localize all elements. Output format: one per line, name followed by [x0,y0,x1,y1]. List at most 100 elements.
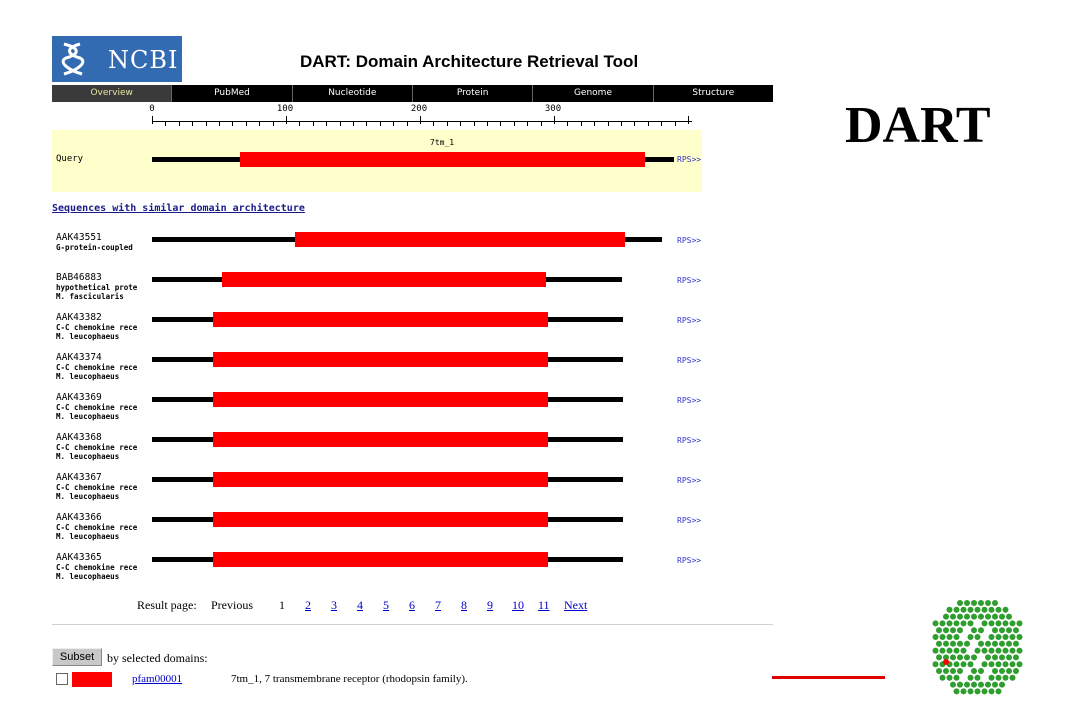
logo-dot [971,640,977,647]
domain-bar[interactable] [213,392,548,407]
sequence-label: AAK43551 G-protein-coupled [56,232,133,253]
rps-link[interactable]: RPS>> [677,276,702,285]
logo-dot [943,640,949,647]
domain-checkbox[interactable] [56,673,68,685]
logo-dot [943,654,949,661]
logo-dot [964,681,970,688]
nav-pubmed[interactable]: PubMed [171,85,291,102]
rps-link[interactable]: RPS>> [677,516,702,525]
divider [52,624,773,625]
sequence-accession-link[interactable]: AAK43551 [56,232,102,243]
pager-page-link[interactable]: 9 [487,598,493,612]
pager-page-link[interactable]: 6 [409,598,415,612]
pager-page-link[interactable]: 7 [435,598,441,612]
domain-bar[interactable] [213,472,548,487]
pager-page-link[interactable]: 5 [383,598,389,612]
logo-dot [946,647,953,654]
pager-next[interactable]: Next [564,598,588,612]
query-domain-bar[interactable] [240,152,645,167]
sequence-accession-link[interactable]: AAK43366 [56,512,102,523]
sequence-accession-link[interactable]: AAK43369 [56,392,102,403]
query-rps-link[interactable]: RPS>> [677,155,702,164]
nav-genome[interactable]: Genome [532,85,652,102]
logo-dot [1013,627,1019,634]
ruler-tick [433,121,435,126]
logo-dot [953,620,960,627]
sequence-accession-link[interactable]: AAK43367 [56,472,102,483]
logo-dot [946,606,953,613]
logo-dot [967,606,974,613]
pager-page-link[interactable]: 10 [512,598,524,612]
pager-page-link[interactable]: 4 [357,598,363,612]
rps-link[interactable]: RPS>> [677,436,702,445]
ruler-tick [607,121,609,126]
rps-link[interactable]: RPS>> [677,316,702,325]
nav-nucleotide[interactable]: Nucleotide [291,85,412,102]
pager-page-link[interactable]: 3 [331,598,337,612]
ruler-tick [205,121,207,126]
logo-dot [943,627,949,634]
logo-dot [960,620,967,627]
sequence-description: C-C chemokine rece [56,563,138,572]
sequence-accession-link[interactable]: AAK43365 [56,552,102,563]
logo-dot [967,674,974,681]
domain-bar[interactable] [213,352,548,367]
ruler-tick [178,121,180,126]
nav-structure[interactable]: Structure [652,85,773,102]
rps-link[interactable]: RPS>> [677,356,702,365]
nav-overview[interactable]: Overview [52,85,172,102]
pfam-domain-link[interactable]: pfam00001 [132,673,183,685]
ruler-tick [540,121,542,126]
logo-dot [957,640,963,647]
domain-bar[interactable] [213,552,548,567]
sequence-accession-link[interactable]: AAK43382 [56,312,102,323]
logo-dot [939,647,946,654]
logo-dot [995,606,1002,613]
rps-link[interactable]: RPS>> [677,396,702,405]
pager-previous: Previous [211,598,253,612]
pager-page-link[interactable]: 2 [305,598,311,612]
sequence-organism: M. leucophaeus [56,532,120,541]
logo-dot [978,600,984,606]
sequence-accession-link[interactable]: BAB46883 [56,272,102,283]
domain-bar[interactable] [213,512,548,527]
logo-dot [988,634,995,640]
ruler-tick [245,121,247,126]
ruler-tick [286,116,287,124]
logo-dot [995,620,1002,627]
logo-dot [957,613,963,620]
logo-dot [981,674,988,681]
domain-bar[interactable] [222,272,546,287]
domain-bar[interactable] [295,232,625,247]
logo-dot [964,600,970,606]
pager-current-page: 1 [279,598,285,612]
pager-page-link[interactable]: 8 [461,598,467,612]
logo-dot [971,668,977,674]
domain-bar[interactable] [213,312,548,327]
ruler-line [152,121,692,122]
logo-dot [1002,606,1009,613]
sequence-accession-link[interactable]: AAK43374 [56,352,102,363]
nav-protein[interactable]: Protein [411,85,532,102]
logo-dot [953,661,960,668]
rps-link[interactable]: RPS>> [677,236,702,245]
logo-dot [964,640,970,647]
subset-button[interactable]: Subset [52,648,102,666]
similar-architecture-link[interactable]: Sequences with similar domain architectu… [52,203,305,214]
logo-dot [992,681,998,688]
logo-dot [999,681,1005,688]
ruler-tick [500,121,502,126]
rps-link[interactable]: RPS>> [677,476,702,485]
logo-dot [960,606,967,613]
logo-dot [1016,620,1023,627]
ncbi-logo[interactable]: NCBI [52,36,182,82]
logo-dot [971,613,977,620]
logo-red-dot [943,659,949,665]
logo-dot [971,627,977,634]
domain-bar[interactable] [213,432,548,447]
sequence-accession-link[interactable]: AAK43368 [56,432,102,443]
pager-page-link[interactable]: 11 [538,598,550,612]
rps-link[interactable]: RPS>> [677,556,702,565]
logo-dot [981,634,988,640]
logo-dot [953,634,960,640]
